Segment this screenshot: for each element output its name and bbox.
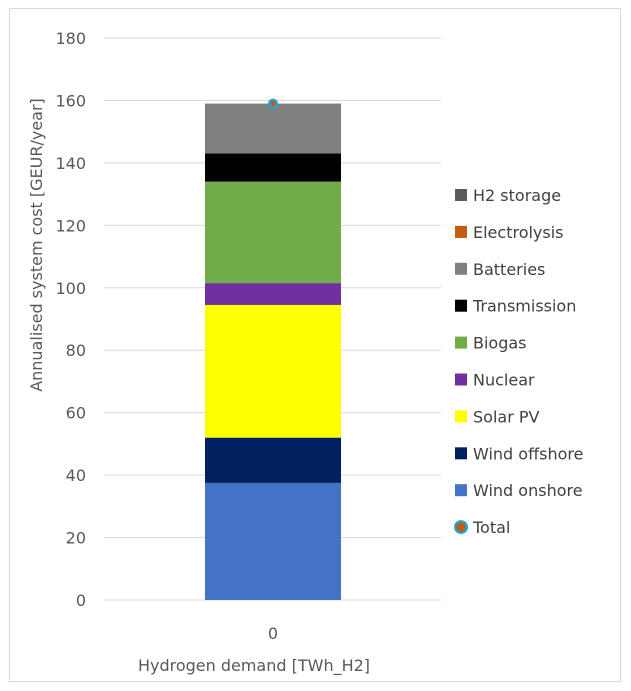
bar-segment-solar-pv xyxy=(205,304,341,438)
bar-segment-biogas xyxy=(205,181,341,284)
legend-label: Nuclear xyxy=(473,371,535,390)
legend-swatch xyxy=(455,262,467,275)
y-tick-label: 40 xyxy=(66,466,86,485)
bar-segment-nuclear xyxy=(205,283,341,305)
legend-label: Electrolysis xyxy=(473,223,564,242)
legend-item-h2-storage: H2 storage xyxy=(455,186,561,205)
y-tick-label: 100 xyxy=(55,279,86,298)
legend-item-batteries: Batteries xyxy=(455,260,545,279)
legend-item-total: Total xyxy=(454,518,510,537)
legend-swatch xyxy=(455,189,467,201)
legend-marker-total xyxy=(454,520,468,535)
y-tick-label: 160 xyxy=(55,91,86,110)
bar-segment-transmission xyxy=(205,153,341,182)
y-axis-title: Annualised system cost [GEUR/year] xyxy=(27,98,46,392)
legend-item-electrolysis: Electrolysis xyxy=(455,223,564,242)
total-marker xyxy=(268,98,278,109)
legend-swatch xyxy=(455,484,467,497)
y-tick-label: 80 xyxy=(66,341,86,360)
legend-swatch xyxy=(455,410,467,423)
legend-label: Batteries xyxy=(473,260,545,279)
legend-swatch xyxy=(455,373,467,386)
legend-label: Total xyxy=(472,518,510,537)
y-tick-label: 0 xyxy=(76,591,86,610)
y-tick-label: 120 xyxy=(55,216,86,235)
y-tick-label: 140 xyxy=(55,154,86,173)
legend-swatch xyxy=(455,225,467,238)
y-axis-tick-labels: 0 20 40 60 80 100 120 140 160 180 xyxy=(55,29,86,610)
legend-swatch xyxy=(455,299,467,312)
legend-item-nuclear: Nuclear xyxy=(455,371,535,390)
bar-segment-wind-offshore xyxy=(205,437,341,483)
legend-label: Solar PV xyxy=(473,407,540,426)
bar-segment-wind-onshore xyxy=(205,482,341,600)
legend-label: Biogas xyxy=(473,334,527,353)
x-axis-title: Hydrogen demand [TWh_H2] xyxy=(138,656,370,676)
legend-item-wind-offshore: Wind offshore xyxy=(455,444,583,463)
legend-item-transmission: Transmission xyxy=(455,297,576,316)
legend-item-solar-pv: Solar PV xyxy=(455,407,540,426)
bar-stack xyxy=(205,103,341,600)
bar-segment-batteries xyxy=(205,103,341,154)
x-axis-tick-labels: 0 xyxy=(268,624,278,643)
stacked-bar-chart: 0 20 40 60 80 100 120 140 160 180 0 Hydrogen dema… xyxy=(27,29,583,676)
legend-swatch xyxy=(455,336,467,349)
y-tick-label: 20 xyxy=(66,529,86,548)
x-tick-label: 0 xyxy=(268,624,278,643)
legend-label: Wind onshore xyxy=(473,481,583,500)
legend-label: Wind offshore xyxy=(473,444,583,463)
legend-label: Transmission xyxy=(472,297,576,316)
total-markers xyxy=(268,98,278,109)
legend-item-wind-onshore: Wind onshore xyxy=(455,481,583,500)
y-tick-label: 60 xyxy=(66,404,86,423)
chart-frame: 0 20 40 60 80 100 120 140 160 180 0 Hydrogen dema… xyxy=(9,8,621,682)
legend-swatch xyxy=(455,447,467,460)
legend-label: H2 storage xyxy=(473,186,561,205)
legend: H2 storage Electrolysis Batteries Transmiss… xyxy=(454,186,583,537)
legend-item-biogas: Biogas xyxy=(455,334,527,353)
y-tick-label: 180 xyxy=(55,29,86,48)
